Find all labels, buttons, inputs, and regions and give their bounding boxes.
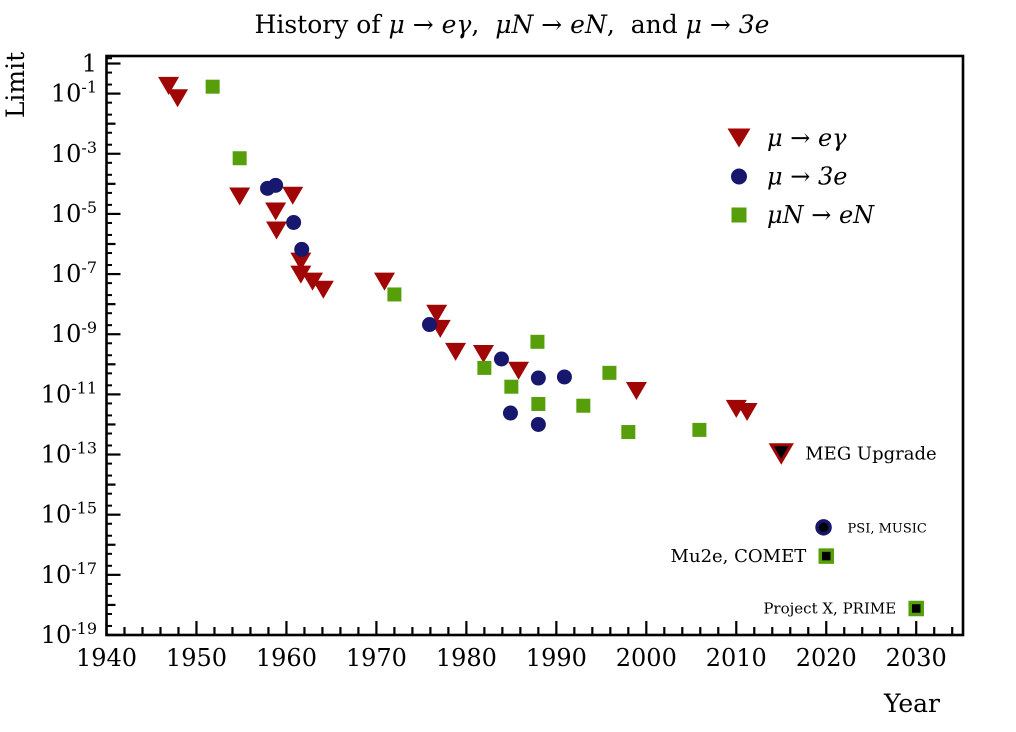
data-point-mu_to_egamma <box>426 304 448 323</box>
legend-label: μ → eγ <box>767 124 847 152</box>
data-point-mu_to_3e <box>286 214 302 230</box>
data-point-mu_to_egamma <box>312 280 334 299</box>
data-point-muN_to_eN <box>692 422 707 437</box>
data-point-mu_to_egamma <box>290 252 312 271</box>
y-tick-label: 10-13 <box>41 439 97 469</box>
data-point-mu_to_3e <box>556 369 572 385</box>
data-point-mu_to_egamma <box>625 381 647 400</box>
x-tick-label: 1970 <box>346 644 407 672</box>
y-tick-label: 10-5 <box>51 198 97 228</box>
future-point <box>815 519 832 536</box>
data-point-mu_to_3e <box>530 416 546 432</box>
future-point <box>818 548 834 564</box>
y-tick-label: 10-1 <box>51 78 97 108</box>
legend-marker <box>727 128 751 148</box>
plot-frame <box>105 54 965 637</box>
y-tick-label: 10-11 <box>41 378 97 408</box>
annotation-mu2e-comet: Mu2e, COMET <box>671 546 807 567</box>
data-point-mu_to_egamma <box>508 361 530 380</box>
future-point <box>908 600 924 617</box>
data-point-mu_to_egamma <box>472 345 494 364</box>
x-tick-label: 2000 <box>616 644 677 672</box>
data-point-muN_to_eN <box>576 398 591 413</box>
data-point-mu_to_egamma <box>158 76 180 95</box>
data-point-muN_to_eN <box>504 379 519 394</box>
y-tick-label: 10-7 <box>51 258 97 288</box>
x-tick-label: 1950 <box>166 644 227 672</box>
data-point-mu_to_egamma <box>229 187 251 206</box>
future-point <box>768 443 794 465</box>
data-point-mu_to_egamma <box>167 89 189 108</box>
data-point-mu_to_egamma <box>282 186 304 205</box>
data-point-mu_to_egamma <box>374 272 396 291</box>
x-tick-label: 1980 <box>436 644 497 672</box>
data-point-muN_to_eN <box>602 365 617 380</box>
y-tick-label: 10-3 <box>51 138 97 168</box>
annotation-project-x-prime: Project X, PRIME <box>763 600 896 618</box>
data-point-mu_to_3e <box>530 370 546 386</box>
x-tick-label: 1940 <box>76 644 137 672</box>
data-point-mu_to_3e <box>502 405 518 421</box>
legend-marker <box>731 168 747 185</box>
legend-label: μ → 3e <box>767 163 847 191</box>
data-point-muN_to_eN <box>477 360 492 375</box>
data-point-muN_to_eN <box>530 334 545 349</box>
data-point-mu_to_egamma <box>265 202 287 221</box>
x-tick-label: 1990 <box>526 644 587 672</box>
y-axis-title: Limit <box>1 52 30 118</box>
data-point-mu_to_egamma <box>266 221 288 240</box>
data-point-muN_to_eN <box>621 425 636 440</box>
chart-title: History of μ → eγ, μN → eN, and μ → 3e <box>255 10 770 39</box>
data-point-mu_to_3e <box>268 177 284 193</box>
legend-label: μN → eN <box>767 201 875 229</box>
data-point-mu_to_egamma <box>445 342 467 361</box>
x-tick-label: 2030 <box>886 644 947 672</box>
data-point-mu_to_egamma <box>736 402 758 421</box>
annotation-meg-upgrade: MEG Upgrade <box>805 443 936 464</box>
data-point-muN_to_eN <box>232 151 247 166</box>
data-point-muN_to_eN <box>205 79 220 94</box>
x-tick-label: 2010 <box>706 644 767 672</box>
data-point-mu_to_3e <box>421 317 437 333</box>
y-tick-label: 10-15 <box>41 499 97 529</box>
x-tick-label: 1960 <box>256 644 317 672</box>
annotation-psi-music: PSI, MUSIC <box>848 521 927 536</box>
data-point-muN_to_eN <box>387 287 402 302</box>
y-tick-label: 10-19 <box>41 619 97 649</box>
data-point-mu_to_egamma <box>302 272 324 291</box>
y-tick-label: 10-9 <box>51 318 97 348</box>
legend-marker <box>731 207 747 223</box>
data-point-mu_to_egamma <box>290 265 312 284</box>
y-tick-label: 10-17 <box>41 559 97 589</box>
data-point-mu_to_3e <box>294 241 310 257</box>
x-tick-label: 2020 <box>796 644 857 672</box>
data-point-mu_to_3e <box>493 351 509 367</box>
data-point-muN_to_eN <box>531 396 546 411</box>
x-axis-title: Year <box>883 689 940 718</box>
y-tick-label: 1 <box>82 50 97 78</box>
